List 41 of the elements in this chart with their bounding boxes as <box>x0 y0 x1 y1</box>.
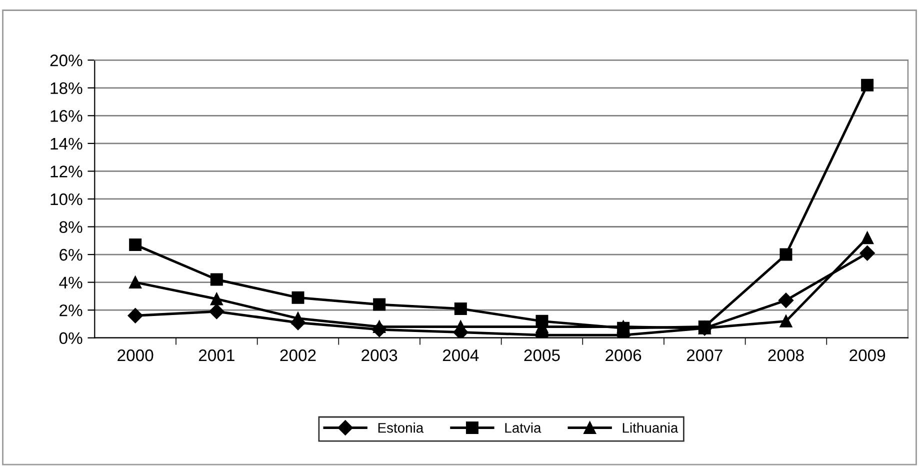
point <box>292 291 304 304</box>
y-tick-label: 12% <box>50 166 82 178</box>
y-tick-label: 16% <box>50 110 82 122</box>
point <box>780 248 792 261</box>
point <box>209 304 224 320</box>
x-tick-label: 2002 <box>280 349 316 362</box>
point <box>860 246 875 261</box>
legend-label: Estonia <box>378 422 424 433</box>
point <box>861 232 874 244</box>
point <box>292 312 304 325</box>
point <box>210 273 223 286</box>
x-tick-label: 2006 <box>606 349 642 362</box>
point <box>129 276 142 289</box>
y-tick-label: 4% <box>59 276 82 288</box>
x-tick-label: 2000 <box>118 349 154 362</box>
x-tick-label: 2008 <box>768 349 804 362</box>
y-tick-label: 6% <box>60 248 82 261</box>
y-tick-label: 8% <box>59 221 82 233</box>
x-tick-label: 2001 <box>198 349 234 362</box>
point <box>129 238 142 252</box>
x-tick-label: 2003 <box>362 349 398 362</box>
y-tick-label: 18% <box>50 82 82 94</box>
point <box>778 292 794 308</box>
point <box>780 314 792 328</box>
x-tick-label: 2005 <box>524 349 560 362</box>
point <box>210 292 223 306</box>
point <box>373 298 386 311</box>
point <box>861 78 874 92</box>
y-tick-label: 20% <box>50 54 82 66</box>
legend-label: Lithuania <box>622 422 678 433</box>
x-tick-label: 2009 <box>850 349 886 362</box>
y-tick-label: 14% <box>50 138 82 150</box>
point <box>128 308 143 324</box>
x-tick-label: 2007 <box>686 349 722 362</box>
legend-label: Latvia <box>505 422 542 433</box>
point <box>373 320 386 333</box>
x-tick-label: 2004 <box>442 349 479 362</box>
y-tick-label: 0% <box>59 332 82 344</box>
point <box>454 302 467 315</box>
y-tick-label: 2% <box>60 304 82 316</box>
y-tick-label: 10% <box>50 193 82 206</box>
